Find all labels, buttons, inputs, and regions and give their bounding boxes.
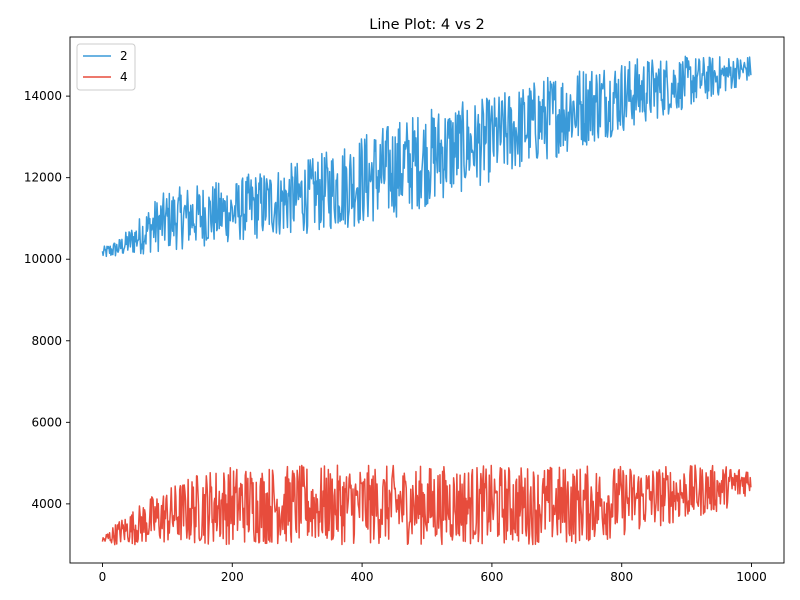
x-tick-label: 200 [221,570,244,584]
x-tick-label: 600 [480,570,503,584]
chart-title: Line Plot: 4 vs 2 [369,17,484,33]
series-layer [101,55,752,546]
series-line-4 [101,464,752,546]
legend-label-4: 4 [120,70,128,84]
y-tick-label: 10000 [24,252,62,266]
y-tick-label: 6000 [31,415,62,429]
series-line-2 [101,55,752,258]
x-axis: 0 200 400 600 800 1000 [99,563,767,584]
x-tick-label: 800 [610,570,633,584]
plot-area [101,55,752,546]
x-tick-label: 1000 [736,570,767,584]
legend-label-2: 2 [120,49,128,63]
axes-frame [69,36,785,564]
x-tick-label: 0 [99,570,107,584]
y-tick-label: 14000 [24,89,62,103]
legend: 24 [76,43,136,91]
y-axis: 4000 6000 8000 10000 12000 14000 [24,89,70,511]
y-tick-label: 4000 [31,497,62,511]
y-tick-label: 8000 [31,334,62,348]
x-tick-label: 400 [351,570,374,584]
y-tick-label: 12000 [24,171,62,185]
